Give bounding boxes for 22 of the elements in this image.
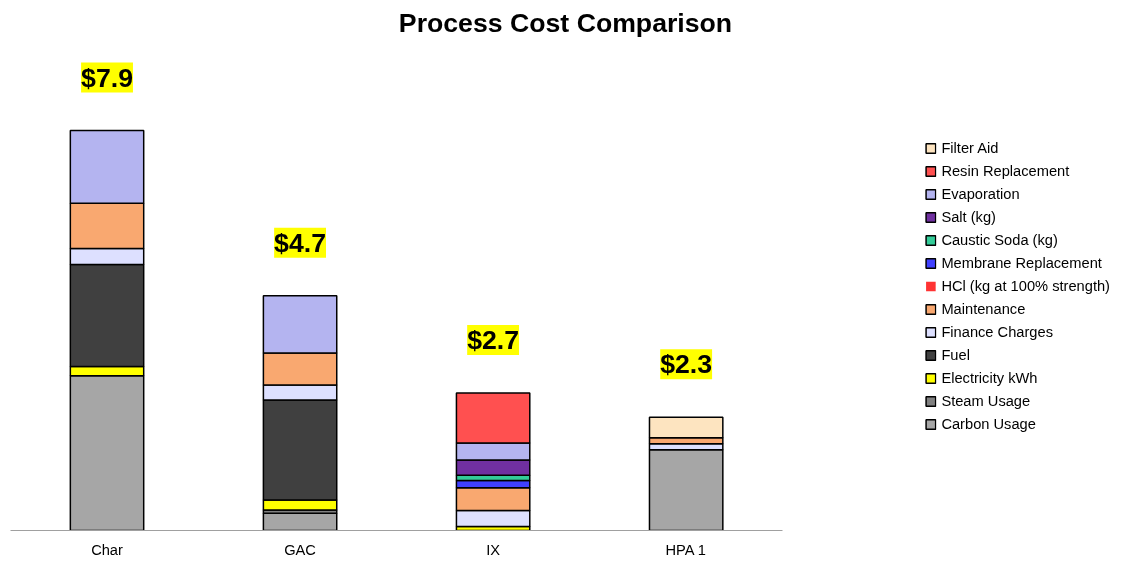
legend-label: Electricity kWh bbox=[941, 370, 1038, 386]
legend-label: Filter Aid bbox=[941, 140, 999, 156]
legend-label: Fuel bbox=[941, 347, 970, 363]
legend-label: Salt (kg) bbox=[941, 209, 996, 225]
legend-label: Carbon Usage bbox=[941, 416, 1036, 432]
annotation: $7.9 bbox=[81, 62, 133, 93]
legend-label: Evaporation bbox=[941, 186, 1020, 202]
legend-label: Membrane Replacement bbox=[941, 255, 1102, 271]
annotation: $2.3 bbox=[660, 349, 713, 380]
annotation: $4.7 bbox=[274, 227, 327, 258]
legend-label: Steam Usage bbox=[941, 393, 1031, 409]
legend-label: Finance Charges bbox=[941, 324, 1053, 340]
annotation: $2.7 bbox=[467, 324, 520, 355]
legend-label: Maintenance bbox=[941, 301, 1026, 317]
legend-label: Caustic Soda (kg) bbox=[941, 232, 1058, 248]
legend-label: HCl (kg at 100% strength) bbox=[941, 278, 1110, 294]
x-tick-label: IX bbox=[486, 541, 501, 558]
legend-label: Resin Replacement bbox=[941, 163, 1070, 179]
x-tick-label: HPA 1 bbox=[665, 541, 706, 558]
chart-title: Process Cost Comparison bbox=[398, 7, 733, 38]
x-tick-label: Char bbox=[91, 541, 124, 558]
x-tick-label: GAC bbox=[284, 541, 317, 558]
